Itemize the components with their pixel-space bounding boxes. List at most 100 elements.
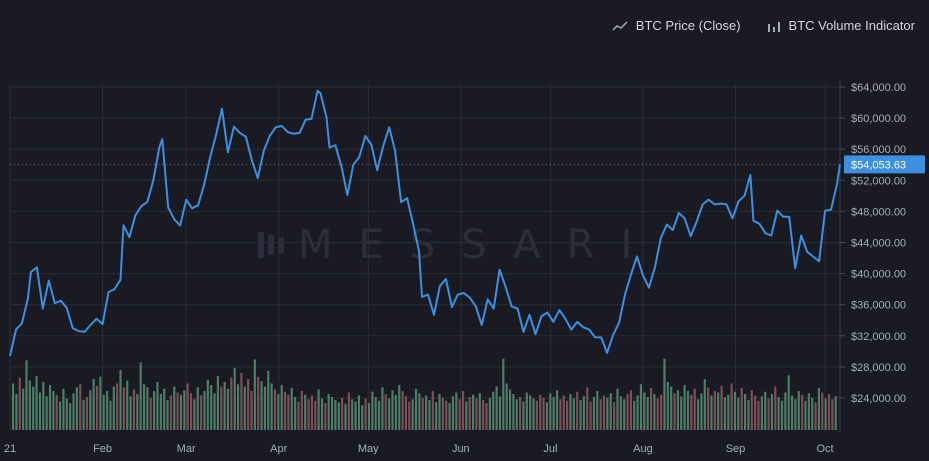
legend-price-label: BTC Price (Close) (635, 18, 741, 33)
x-tick-label: Jul (543, 443, 557, 455)
volume-bar (522, 401, 525, 430)
volume-bar (492, 391, 495, 430)
volume-bar (602, 395, 606, 430)
volume-bar (89, 390, 92, 430)
volume-bar (220, 386, 223, 430)
volume-bar (747, 400, 750, 430)
volume-bar (136, 394, 139, 430)
volume-bar (92, 379, 95, 430)
volume-bar (515, 399, 518, 430)
volume-bar (512, 394, 515, 430)
volume-bar (643, 392, 646, 430)
volume-bar (203, 391, 206, 430)
volume-bar (38, 392, 42, 430)
volume-bar (401, 391, 404, 430)
legend-item-volume[interactable]: BTC Volume Indicator (767, 18, 915, 33)
volume-bar (72, 393, 75, 430)
volume-bar (613, 402, 616, 430)
y-tick-label: $28,000.00 (851, 362, 906, 374)
volume-bar (69, 403, 72, 430)
volume-bar (277, 394, 280, 430)
volume-bar (119, 370, 122, 430)
volume-bar (814, 402, 817, 430)
x-tick-label: May (358, 443, 379, 455)
volume-bar (690, 394, 693, 430)
volume-bar (109, 400, 112, 430)
volume-bar (193, 399, 196, 430)
volume-bar (713, 391, 716, 430)
volume-bar (42, 382, 45, 430)
volume-bar (290, 388, 293, 430)
volume-bar (357, 395, 361, 430)
volume-bar (596, 391, 599, 430)
volume-bar (354, 401, 357, 430)
volume-bar (32, 386, 35, 430)
volume-bar (146, 387, 149, 430)
x-tick-label: Oct (817, 443, 834, 455)
volume-bar (623, 399, 626, 430)
last-price-label: $54,053.63 (851, 159, 906, 171)
volume-bar (723, 397, 726, 430)
volume-bar (821, 392, 824, 430)
volume-bar (817, 388, 821, 430)
volume-bar (116, 383, 119, 430)
volume-bar (12, 383, 15, 430)
volume-bar (364, 398, 367, 430)
volume-bar (374, 397, 377, 430)
volume-bar (649, 388, 653, 430)
volume-bar (542, 397, 545, 430)
volume-bar (230, 377, 233, 430)
volume-bar (579, 400, 582, 430)
volume-bar (458, 399, 461, 430)
volume-bar (132, 389, 136, 430)
volume-bar (45, 396, 48, 430)
volume-bar (411, 399, 414, 430)
volume-bar (428, 400, 431, 430)
volume-bar (609, 393, 612, 430)
volume-bar (55, 394, 58, 430)
volume-bar (236, 384, 240, 430)
volume-bar (438, 394, 441, 430)
volume-bar (240, 373, 243, 430)
volume-bar (22, 388, 25, 430)
volume-bar (784, 392, 787, 430)
x-tick-label: Feb (93, 443, 112, 455)
volume-bar (834, 396, 837, 430)
y-tick-label: $32,000.00 (851, 331, 906, 343)
y-tick-label: $56,000.00 (851, 144, 906, 156)
volume-bar (700, 393, 703, 430)
volume-bar (831, 399, 834, 430)
volume-bar (106, 391, 109, 430)
volume-bar (754, 395, 757, 430)
volume-bar (310, 395, 313, 430)
volume-bar (48, 385, 52, 430)
volume-bar (586, 387, 589, 430)
x-tick-label: Aug (633, 443, 653, 455)
volume-bar (535, 400, 538, 430)
volume-bar (656, 398, 659, 430)
volume-bar (371, 391, 374, 430)
volume-bar (468, 397, 471, 430)
volume-bar (478, 393, 481, 430)
volume-bar (807, 393, 810, 430)
x-tick-label: Mar (177, 443, 196, 455)
volume-bar (566, 400, 569, 430)
volume-bar (780, 400, 784, 430)
volume-bar (683, 385, 686, 430)
volume-bar (233, 367, 236, 430)
volume-bar (139, 362, 142, 430)
volume-bar (196, 387, 199, 430)
volume-bar (35, 376, 38, 430)
volume-bar (408, 401, 411, 430)
volume-bar (300, 391, 303, 430)
legend-item-price[interactable]: BTC Price (Close) (612, 18, 741, 33)
volume-bar (179, 394, 183, 430)
volume-bar (673, 393, 676, 430)
volume-bar (377, 400, 381, 430)
volume-bar (653, 394, 656, 430)
volume-bar (367, 403, 371, 430)
volume-bar (351, 399, 354, 430)
volume-bar (102, 394, 105, 430)
volume-bar (680, 396, 683, 430)
